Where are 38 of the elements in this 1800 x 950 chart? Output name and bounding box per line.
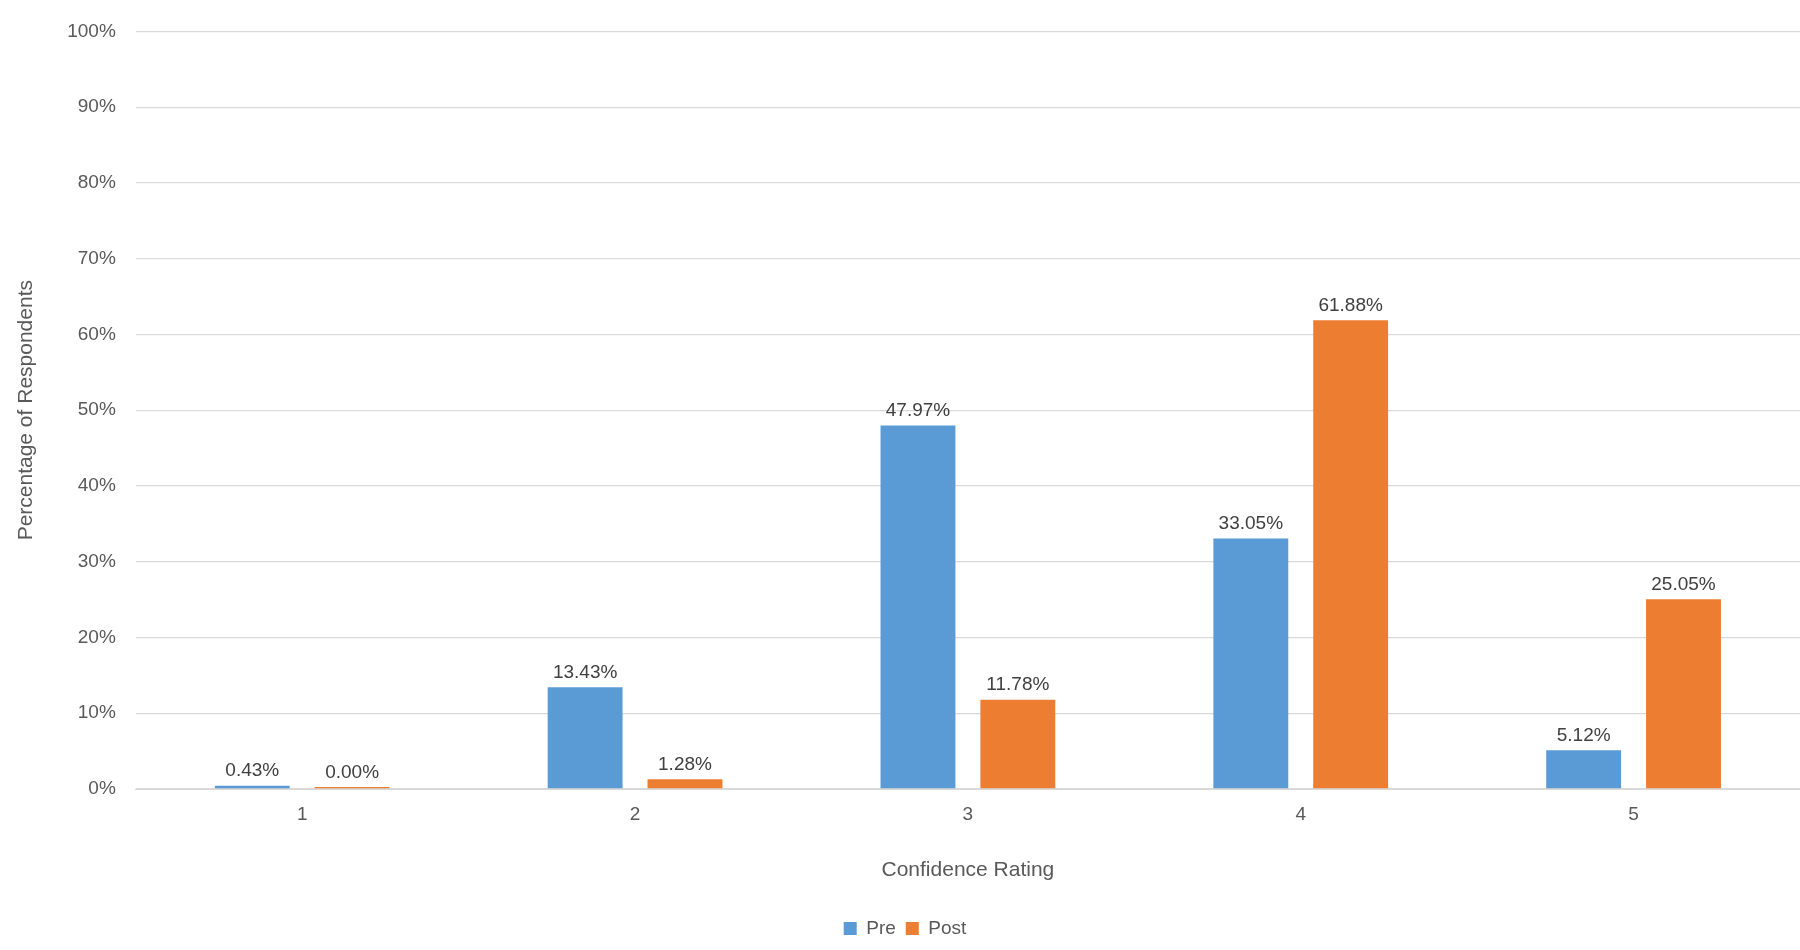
bar xyxy=(547,687,623,789)
data-label: 0.00% xyxy=(325,760,380,782)
x-tick-label: 5 xyxy=(1628,802,1639,824)
legend-label: Post xyxy=(928,916,968,938)
x-tick-label: 4 xyxy=(1295,802,1307,824)
x-tick-label: 3 xyxy=(962,802,974,824)
bar xyxy=(1646,599,1721,789)
data-label: 47.97% xyxy=(885,399,951,421)
data-label: 25.05% xyxy=(1651,572,1716,594)
y-axis-title: Percentage of Respondents xyxy=(13,280,37,541)
y-tick-label: 30% xyxy=(77,549,116,571)
y-tick-label: 40% xyxy=(77,474,116,496)
y-tick-label: 100% xyxy=(67,19,116,41)
bar xyxy=(647,779,723,789)
x-tick-label: 2 xyxy=(629,802,641,824)
data-label: 0.43% xyxy=(225,759,280,781)
data-label: 5.12% xyxy=(1556,723,1611,745)
y-tick-label: 80% xyxy=(77,171,116,193)
data-label: 33.05% xyxy=(1218,512,1284,534)
bar xyxy=(1546,750,1622,789)
y-tick-label: 10% xyxy=(77,701,116,723)
y-tick-label: 70% xyxy=(77,246,116,268)
data-label: 11.78% xyxy=(986,673,1050,695)
y-tick-label: 60% xyxy=(77,322,116,344)
y-tick-label: 20% xyxy=(77,625,116,647)
y-tick-label: 50% xyxy=(77,398,116,420)
data-label: 61.88% xyxy=(1318,293,1383,315)
x-axis-title: Confidence Rating xyxy=(881,857,1055,881)
bar xyxy=(1213,538,1289,789)
y-tick-label: 90% xyxy=(77,95,116,117)
y-tick-label: 0% xyxy=(88,777,116,799)
data-label: 13.43% xyxy=(552,660,618,682)
x-tick-label: 1 xyxy=(296,802,308,824)
legend-label: Pre xyxy=(866,916,896,938)
bar xyxy=(880,425,956,789)
bar xyxy=(1313,320,1389,789)
bar xyxy=(980,699,1056,789)
data-label: 1.28% xyxy=(658,753,713,775)
